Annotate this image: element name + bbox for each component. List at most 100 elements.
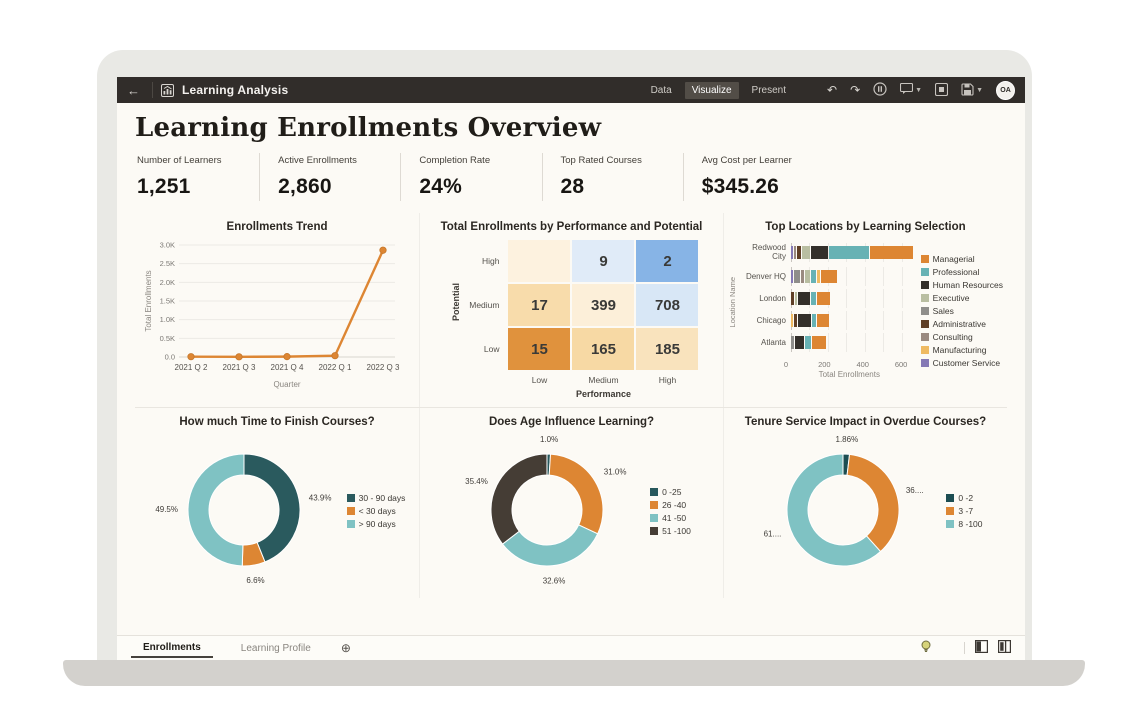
bar-segment[interactable] [817, 314, 830, 328]
canvas-tab-learning-profile[interactable]: Learning Profile [240, 643, 311, 654]
legend-item[interactable]: Professional [920, 267, 1003, 277]
chart-card[interactable]: Does Age Influence Learning? 1.0% 31.0% 32.… [419, 408, 723, 598]
stacked-bar[interactable] [790, 292, 913, 306]
chart-card[interactable]: Top Locations by Learning Selection Locat… [722, 213, 1007, 407]
mode-tab-visualize[interactable]: Visualize [684, 81, 739, 99]
insights-button[interactable] [920, 640, 932, 656]
gridline [827, 333, 829, 353]
slice-value-label: 31.0% [604, 467, 627, 476]
bar-category-label: Denver HQ [745, 272, 786, 282]
heatmap-cell[interactable]: 15 [508, 328, 571, 370]
legend-item[interactable]: 8 -100 [946, 519, 983, 529]
bar-segment[interactable] [820, 270, 837, 284]
data-point [187, 353, 195, 361]
legend-item[interactable]: 3 -7 [946, 506, 982, 516]
stacked-bar[interactable] [790, 245, 913, 259]
comments-button[interactable]: ▼ [900, 82, 922, 97]
legend-item[interactable]: Managerial [920, 254, 1003, 264]
bar-segment[interactable] [810, 245, 829, 259]
heatmap-cell[interactable] [508, 240, 571, 282]
legend-item[interactable]: Consulting [920, 332, 1003, 342]
left-panel-toggle[interactable] [974, 639, 989, 656]
bar-segment[interactable] [794, 314, 798, 328]
legend-item[interactable]: Sales [920, 306, 1003, 317]
user-avatar[interactable]: OA [996, 80, 1015, 100]
bar-segment[interactable] [811, 292, 817, 306]
legend-swatch [946, 507, 955, 515]
bar-segment[interactable] [790, 292, 794, 306]
kpi-tile[interactable]: Top Rated Courses 28 [541, 153, 683, 201]
heatmap-cell[interactable]: 399 [572, 284, 635, 326]
legend-item[interactable]: 0 -25 [650, 487, 691, 497]
kpi-tile[interactable]: Avg Cost per Learner $345.26 [682, 153, 824, 201]
heatmap-cell[interactable]: 165 [572, 328, 635, 370]
chart-card[interactable]: Tenure Service Impact in Overdue Courses… [722, 408, 1007, 598]
bar-segment[interactable] [805, 336, 811, 350]
mode-tab-data[interactable]: Data [650, 84, 672, 96]
legend-item[interactable]: > 90 days [346, 519, 406, 529]
bar-segment[interactable] [811, 336, 827, 350]
legend-item[interactable]: Manufacturing [920, 345, 1003, 355]
bar-segment[interactable] [810, 270, 816, 284]
stacked-bar[interactable] [790, 336, 913, 350]
legend-item[interactable]: Customer Service [920, 358, 1003, 368]
add-canvas-button[interactable]: ⊕ [335, 641, 357, 655]
undo-button[interactable]: ↶ [827, 84, 837, 96]
bar-segment[interactable] [816, 270, 820, 284]
bar-row: Redwood City [738, 242, 913, 262]
canvas-tab-enrollments[interactable]: Enrollments [131, 638, 213, 658]
donut-slice [490, 453, 548, 545]
legend-item[interactable]: 26 -40 [650, 500, 691, 510]
chart-card[interactable]: Total Enrollments by Performance and Pot… [419, 213, 723, 407]
heatmap-cell[interactable]: 185 [636, 328, 699, 370]
bar-segment[interactable] [817, 292, 830, 306]
bar-segment[interactable] [801, 245, 810, 259]
legend-item[interactable]: 51 -100 [650, 526, 691, 536]
chart-card[interactable]: Enrollments Trend 0.0 0.5K 1.0K 1.5K 2.0K 2.5K… [135, 213, 419, 407]
back-button[interactable]: ← [123, 82, 144, 99]
refresh-data-button[interactable] [873, 82, 887, 98]
bar-segment[interactable] [790, 270, 794, 284]
bar-segment[interactable] [796, 245, 801, 259]
legend-item[interactable]: 0 -2 [946, 493, 982, 503]
legend-item[interactable]: < 30 days [346, 506, 406, 516]
heatmap-cell[interactable]: 2 [636, 240, 699, 282]
bar-segment[interactable] [797, 292, 811, 306]
heatmap-cell[interactable]: 708 [636, 284, 699, 326]
stacked-bar[interactable] [790, 270, 913, 284]
bar-segment[interactable] [794, 270, 800, 284]
stacked-bar[interactable] [790, 314, 913, 328]
bar-segment[interactable] [798, 314, 812, 328]
kpi-tile[interactable]: Active Enrollments 2,860 [259, 153, 400, 201]
auto-insights-button[interactable] [942, 641, 954, 656]
bar-segment[interactable] [804, 270, 810, 284]
legend-item[interactable]: Executive [920, 293, 1003, 303]
bar-segment[interactable] [794, 292, 797, 306]
bar-segment[interactable] [800, 270, 804, 284]
kpi-tile[interactable]: Number of Learners 1,251 [135, 153, 259, 201]
legend-item[interactable]: Human Resources [920, 280, 1003, 290]
bar-segment[interactable] [790, 314, 794, 328]
heatmap-cell[interactable]: 9 [572, 240, 635, 282]
bar-segment[interactable] [790, 336, 794, 350]
mode-tab-present[interactable]: Present [751, 84, 786, 96]
legend-label: Sales [932, 306, 954, 317]
bar-segment[interactable] [794, 336, 805, 350]
bar-segment[interactable] [790, 245, 793, 259]
legend-item[interactable]: Administrative [920, 319, 1003, 329]
bar-segment[interactable] [812, 314, 817, 328]
present-button[interactable] [935, 82, 949, 98]
right-panel-toggle[interactable] [997, 639, 1012, 656]
heatmap-cell[interactable]: 17 [508, 284, 571, 326]
bar-segment[interactable] [829, 245, 870, 259]
kpi-tile[interactable]: Completion Rate 24% [400, 153, 541, 201]
bar-segment[interactable] [793, 245, 796, 259]
legend-label: 0 -25 [662, 486, 682, 497]
redo-button[interactable]: ↷ [850, 84, 860, 96]
save-button[interactable]: ▼ [961, 82, 983, 98]
legend-item[interactable]: 41 -50 [650, 513, 691, 523]
donut-slice [786, 453, 882, 567]
chart-card[interactable]: How much Time to Finish Courses? 43.9% 6.6… [135, 408, 419, 598]
legend-item[interactable]: 30 - 90 days [346, 493, 405, 503]
bar-segment[interactable] [870, 245, 913, 259]
